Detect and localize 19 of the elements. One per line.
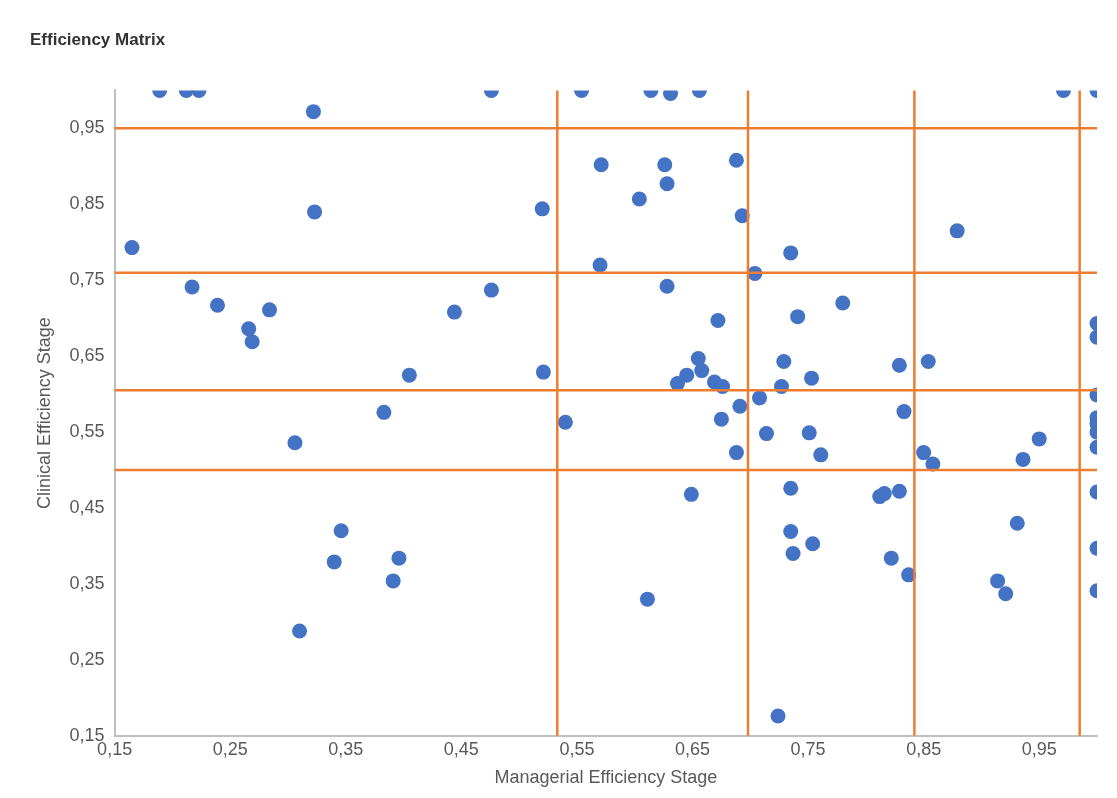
chart-title: Efficiency Matrix <box>30 29 166 49</box>
x-tick-label: 0,35 <box>328 738 364 759</box>
x-tick-label: 0,55 <box>559 738 595 759</box>
y-tick-label: 0,95 <box>69 117 105 138</box>
y-tick-label: 0,55 <box>69 421 105 442</box>
y-tick-label: 0,85 <box>69 193 105 214</box>
y-tick-label: 0,65 <box>69 345 105 366</box>
y-tick-label: 0,75 <box>69 269 105 290</box>
y-tick-label: 0,45 <box>69 496 105 517</box>
x-axis-title: Managerial Efficiency Stage <box>494 767 718 788</box>
x-tick-label: 0,25 <box>212 738 248 759</box>
y-tick-label: 0,25 <box>69 648 105 669</box>
y-tick-label: 0,35 <box>69 572 105 593</box>
y-axis-title: Clinical Efficiency Stage <box>33 317 54 509</box>
x-tick-label: 0,95 <box>1021 738 1057 759</box>
x-tick-label: 0,65 <box>674 738 711 759</box>
x-tick-label: 0,85 <box>906 738 942 759</box>
x-tick-label: 0,45 <box>443 738 479 759</box>
x-tick-label: 0,75 <box>790 738 826 759</box>
